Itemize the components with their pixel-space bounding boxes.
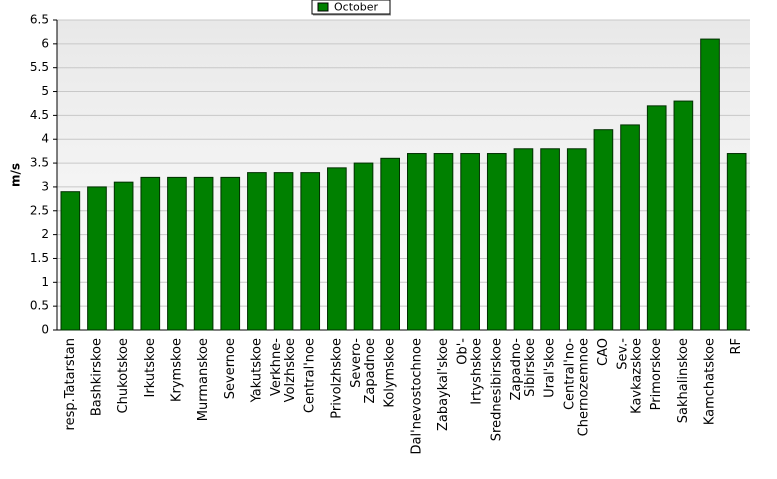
x-tick-label: Zabaykal'skoe xyxy=(436,338,451,431)
x-tick-label: Kolymskoe xyxy=(383,338,398,408)
x-tick-label: Central'no- xyxy=(562,338,577,410)
bar xyxy=(486,153,507,331)
y-tick-label: 2.5 xyxy=(30,203,49,217)
x-tick-label: Central'noe xyxy=(303,338,318,413)
bar xyxy=(540,148,560,331)
y-tick-label: 1.5 xyxy=(30,251,49,265)
legend-box xyxy=(311,0,391,15)
bar xyxy=(620,124,640,331)
x-tick-label: Kamchatskoe xyxy=(703,338,718,425)
x-tick-label: Zapadno- xyxy=(509,338,524,401)
y-axis-label: m/s xyxy=(9,163,23,187)
x-tick-label: Murmanskoe xyxy=(196,338,211,421)
x-tick-label: Volzhskoe xyxy=(283,338,298,402)
x-tick-label: Sibirskoe xyxy=(523,338,538,397)
bar xyxy=(273,172,294,331)
x-tick-label: Yakutskoe xyxy=(249,338,264,403)
y-tick-label: 0.5 xyxy=(30,299,49,313)
legend-swatch xyxy=(317,2,329,12)
bar xyxy=(300,172,321,331)
x-tick-label: Irtyshskoe xyxy=(470,338,485,405)
bar xyxy=(113,181,134,331)
bar xyxy=(247,172,267,331)
bar xyxy=(566,148,587,331)
legend-label: October xyxy=(334,1,378,14)
x-tick-label: Ural'skoe xyxy=(543,338,558,398)
x-tick-label: Verkhne- xyxy=(269,338,284,396)
bar xyxy=(673,100,694,331)
bar xyxy=(406,153,427,331)
x-tick-label: Privolzhskoe xyxy=(329,338,344,419)
x-tick-label: Bashkirskoe xyxy=(89,338,104,416)
x-tick-label: Krymskoe xyxy=(169,338,184,402)
x-tick-label: Severo- xyxy=(349,338,364,388)
bar xyxy=(726,153,747,331)
x-tick-label: Chernozemnoe xyxy=(576,338,591,436)
y-tick-label: 5 xyxy=(41,84,49,98)
bar xyxy=(327,167,347,331)
x-tick-label: RF xyxy=(729,338,744,355)
bar xyxy=(353,162,374,331)
x-tick-label: Zapadnoe xyxy=(363,338,378,404)
y-tick-label: 5.5 xyxy=(30,60,49,74)
bar xyxy=(380,157,401,331)
bar xyxy=(700,38,720,331)
y-tick-label: 3.5 xyxy=(30,156,49,170)
bar xyxy=(513,148,534,331)
legend: October xyxy=(311,0,391,16)
bar xyxy=(140,176,161,331)
y-tick-label: 0 xyxy=(41,323,49,337)
x-tick-label: resp.Tatarstan xyxy=(63,338,78,430)
bar xyxy=(593,129,614,331)
plot-area xyxy=(57,20,750,330)
bar xyxy=(433,153,454,331)
bar xyxy=(87,186,107,331)
x-tick-label: Irkutskoe xyxy=(143,338,158,397)
y-tick-label: 2 xyxy=(41,227,49,241)
bar xyxy=(646,105,667,331)
x-tick-label: Sev.- xyxy=(616,338,631,370)
bar xyxy=(167,176,187,331)
y-tick-label: 4.5 xyxy=(30,108,49,122)
y-tick-label: 4 xyxy=(41,132,49,146)
x-tick-label: Chukotskoe xyxy=(116,338,131,413)
y-tick-label: 6 xyxy=(41,36,49,50)
y-tick-label: 6.5 xyxy=(30,13,49,27)
bar xyxy=(60,191,81,331)
bar xyxy=(193,176,214,331)
y-tick-label: 3 xyxy=(41,179,49,193)
x-tick-label: Dal'nevostochnoe xyxy=(409,338,424,454)
y-tick-label: 1 xyxy=(41,275,49,289)
bar xyxy=(460,153,480,331)
x-tick-label: Sakhalinskoe xyxy=(676,338,691,423)
x-tick-label: CAO xyxy=(596,338,611,366)
x-tick-label: Kavkazskoe xyxy=(630,338,645,414)
x-tick-label: Severnoe xyxy=(223,338,238,399)
x-tick-label: Srednesibirskoe xyxy=(489,338,504,441)
bar xyxy=(220,176,241,331)
x-tick-label: Primorskoe xyxy=(649,338,664,410)
x-tick-label: Ob'- xyxy=(456,338,471,365)
